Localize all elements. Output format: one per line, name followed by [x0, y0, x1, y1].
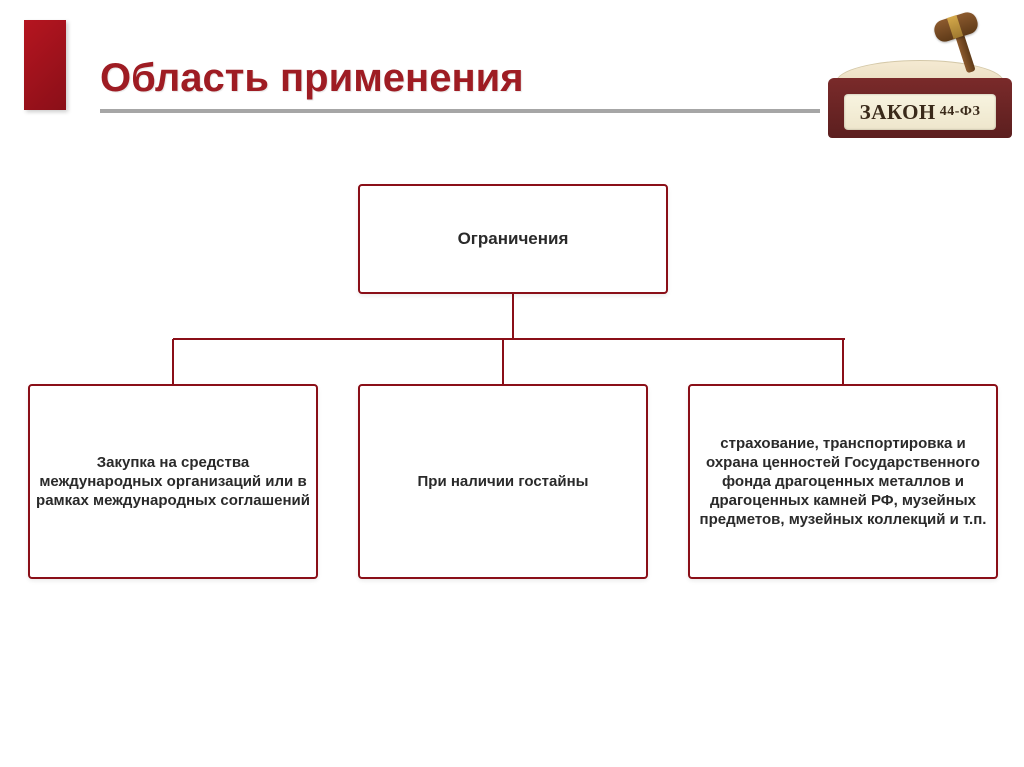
page-title: Область применения	[100, 56, 820, 101]
chart-node-c2: При наличии гостайны	[358, 384, 648, 579]
org-chart: Ограничения Закупка на средства междунаро…	[28, 184, 998, 604]
decorative-sidebar	[24, 20, 66, 110]
book-label: ЗАКОН 44-ФЗ	[844, 94, 996, 130]
connector	[502, 339, 504, 384]
law-book-icon: ЗАКОН 44-ФЗ	[828, 8, 1012, 138]
title-area: Область применения	[100, 56, 820, 113]
gavel-icon	[920, 10, 990, 74]
chart-node-c3: страхование, транспортировка и охрана це…	[688, 384, 998, 579]
connector	[172, 339, 174, 384]
chart-node-root: Ограничения	[358, 184, 668, 294]
connector	[173, 338, 845, 340]
chart-node-c1: Закупка на средства международных органи…	[28, 384, 318, 579]
title-underline	[100, 109, 820, 113]
connector	[842, 339, 844, 384]
connector	[512, 294, 514, 339]
